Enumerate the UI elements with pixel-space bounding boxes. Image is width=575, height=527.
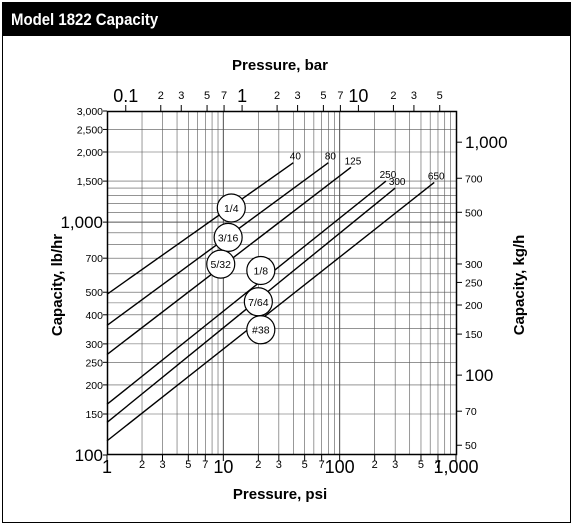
x2-tick-label: 1 xyxy=(237,86,247,106)
series-end-label: 300 xyxy=(389,177,406,188)
x-tick-label: 1 xyxy=(102,457,112,477)
x-tick-label: 2 xyxy=(372,459,378,471)
series-orifice-label: 1/8 xyxy=(254,265,269,277)
x-tick-label: 7 xyxy=(202,459,208,471)
x-tick-label: 3 xyxy=(276,459,282,471)
y2-tick-label: 200 xyxy=(465,300,483,312)
x-tick-label: 7 xyxy=(435,459,441,471)
x2-tick-label: 3 xyxy=(178,90,184,102)
y2-tick-label: 70 xyxy=(465,406,477,418)
x2-tick-label: 7 xyxy=(337,90,343,102)
series-orifice-bubble xyxy=(246,315,276,345)
x2-tick-label: 5 xyxy=(204,90,210,102)
y-tick-label: 2,500 xyxy=(77,124,103,136)
y-tick-label: 500 xyxy=(85,287,103,299)
plot-border xyxy=(106,110,458,456)
y-tick-label: 150 xyxy=(85,409,103,421)
y2-tick-label: 250 xyxy=(465,277,483,289)
axis-labels: Pressure, psi Pressure, bar Capacity, lb… xyxy=(49,57,528,503)
x-axis-title: Pressure, psi xyxy=(233,486,327,503)
x-tick-label: 3 xyxy=(159,459,165,471)
y-tick-label: 100 xyxy=(75,446,103,465)
y-tick-label: 3,000 xyxy=(77,106,103,118)
x-tick-label: 7 xyxy=(319,459,325,471)
x-tick-label: 10 xyxy=(213,457,233,477)
series-end-label: 125 xyxy=(345,156,362,167)
series: 40 1/4 80 3/16 125 5/32 250 1/8 300 7/64 650 #38 xyxy=(106,152,445,442)
x2-tick-label: 2 xyxy=(158,90,164,102)
x2-tick-label: 2 xyxy=(274,90,280,102)
series-orifice-bubble xyxy=(206,249,236,279)
y2-tick-label: 500 xyxy=(465,207,483,219)
series-end-label: 650 xyxy=(428,171,445,182)
x2-tick-label: 10 xyxy=(348,86,368,106)
x2-tick-label: 7 xyxy=(221,90,227,102)
y-tick-label: 2,000 xyxy=(77,147,103,159)
x-tick-label: 2 xyxy=(139,459,145,471)
series-end-label: 80 xyxy=(325,152,337,163)
x2-tick-label: 3 xyxy=(411,90,417,102)
x2-tick-label: 5 xyxy=(437,90,443,102)
grid xyxy=(107,111,456,455)
series-orifice-bubble xyxy=(246,255,276,286)
x-tick-label: 100 xyxy=(325,457,355,477)
chart-frame: Model 1822 Capacity xyxy=(2,2,571,523)
x-tick-label: 1,000 xyxy=(433,457,478,477)
x-tick-label: 5 xyxy=(418,459,424,471)
series-orifice-bubble xyxy=(216,193,246,223)
y-tick-label: 400 xyxy=(85,310,103,322)
series-line xyxy=(106,181,435,442)
y2-tick-label: 50 xyxy=(465,440,477,452)
y-tick-label: 200 xyxy=(85,380,103,392)
x2-tick-label: 3 xyxy=(295,90,301,102)
y-tick-label: 300 xyxy=(85,339,103,351)
series-end-label: 250 xyxy=(380,170,397,181)
series-orifice-label: 5/32 xyxy=(211,259,232,271)
y-tick-label: 700 xyxy=(85,253,103,265)
series-orifice-label: #38 xyxy=(252,325,270,337)
series-orifice-label: 7/64 xyxy=(248,297,269,309)
x2-axis-title: Pressure, bar xyxy=(232,57,328,74)
x-tick-label: 2 xyxy=(255,459,261,471)
series-line xyxy=(106,180,387,405)
y-tick-label: 1,500 xyxy=(77,176,103,188)
chart-title: Model 1822 Capacity xyxy=(11,10,159,29)
y-tick-label: 1,000 xyxy=(60,213,103,232)
series-orifice-bubble xyxy=(213,222,243,252)
y-axis-title: Capacity, lb/hr xyxy=(49,234,66,336)
x-tick-label: 5 xyxy=(185,459,191,471)
header-bar: Model 1822 Capacity xyxy=(3,3,570,36)
x2-tick-label: 5 xyxy=(320,90,326,102)
series-end-label: 40 xyxy=(290,152,302,163)
series-orifice-label: 3/16 xyxy=(218,232,239,244)
x-tick-label: 3 xyxy=(392,459,398,471)
y2-tick-label: 300 xyxy=(465,259,483,271)
y2-tick-label: 700 xyxy=(465,173,483,185)
y2-tick-label: 100 xyxy=(465,366,493,385)
series-orifice-label: 1/4 xyxy=(224,203,239,215)
y-tick-label: 250 xyxy=(85,357,103,369)
x2-tick-label: 0.1 xyxy=(113,86,138,106)
y2-tick-label: 1,000 xyxy=(465,133,508,152)
x-tick-label: 5 xyxy=(302,459,308,471)
y2-tick-label: 150 xyxy=(465,329,483,341)
y2-axis-title: Capacity, kg/h xyxy=(511,235,528,336)
series-line xyxy=(106,162,294,295)
x2-tick-label: 2 xyxy=(390,90,396,102)
